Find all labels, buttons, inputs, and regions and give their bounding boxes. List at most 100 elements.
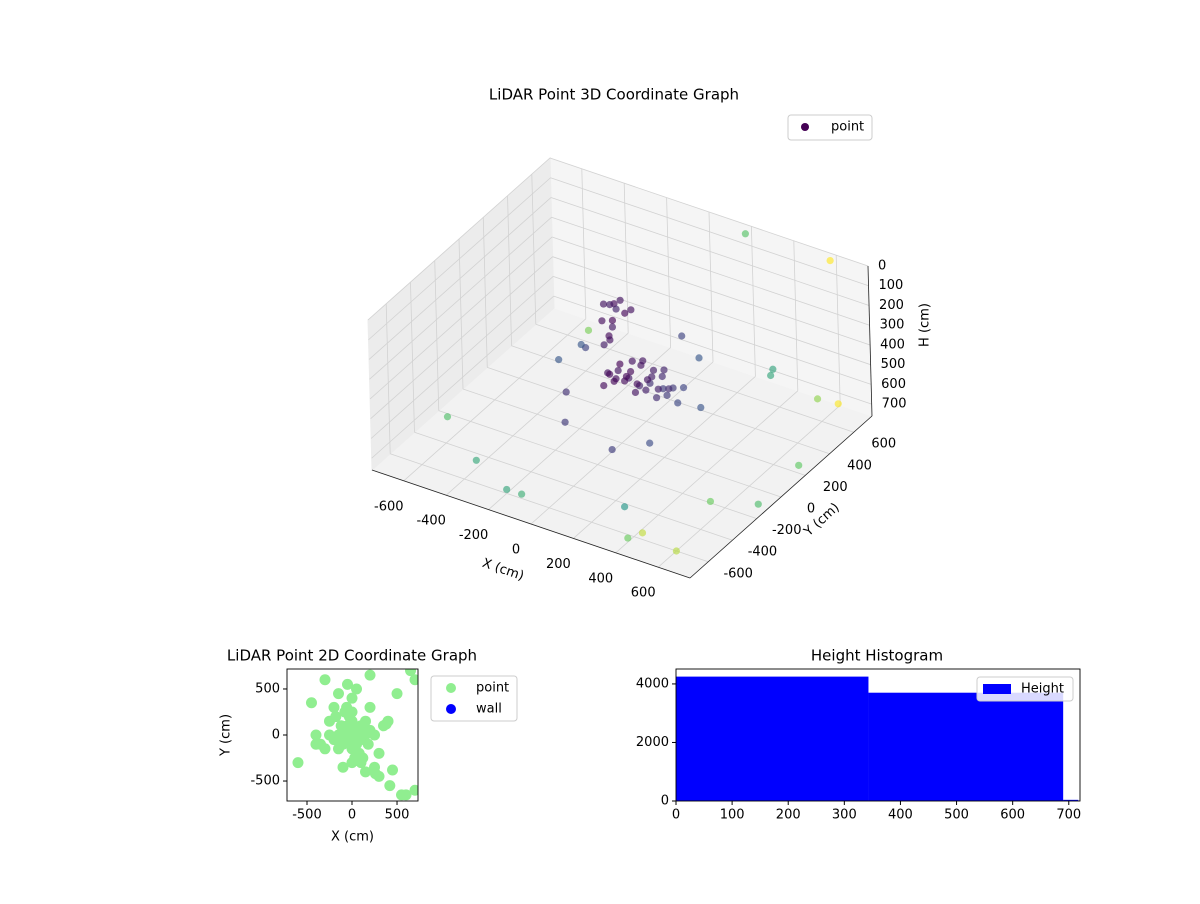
grid-line (793, 240, 799, 391)
point (364, 701, 376, 713)
point (608, 323, 617, 331)
grid-line (370, 256, 553, 419)
bar (1063, 799, 1079, 801)
point (332, 688, 344, 700)
grid-line (751, 226, 756, 377)
grid-line (623, 183, 629, 334)
point (360, 715, 372, 727)
point (373, 747, 385, 759)
grid-line (535, 323, 854, 433)
point (627, 306, 635, 314)
point (351, 683, 363, 695)
point (503, 485, 511, 494)
point (319, 674, 331, 686)
x-axis-label: X (cm) (331, 830, 374, 845)
point (332, 743, 344, 755)
grid-line (390, 453, 709, 563)
grid-line (553, 276, 872, 385)
grid-line (550, 197, 870, 306)
legend-marker (446, 704, 456, 714)
point (834, 400, 842, 408)
point (409, 784, 418, 796)
y-tick-label: 0 (661, 794, 669, 809)
x-tick-label: 200 (546, 557, 571, 572)
bar (868, 692, 1064, 801)
x-tick-label: -600 (374, 499, 404, 514)
point (631, 388, 640, 397)
grid-line (511, 345, 830, 455)
bar (676, 676, 869, 801)
point (679, 384, 688, 392)
point (577, 340, 585, 349)
point (612, 305, 620, 313)
point (409, 674, 418, 686)
point (391, 688, 403, 700)
x-tick-label: 400 (888, 808, 913, 823)
grid-line (434, 260, 440, 411)
point (518, 490, 526, 498)
point (355, 757, 367, 769)
point (335, 720, 347, 732)
x-tick-label: 500 (944, 808, 969, 823)
grid-line (369, 236, 553, 400)
axis-line (689, 415, 873, 579)
grid-line (553, 295, 872, 405)
grid-line (414, 431, 733, 541)
point (400, 789, 412, 801)
y-tick-label: 500 (255, 681, 280, 696)
point (678, 332, 686, 340)
point (660, 366, 668, 374)
y-tick-label: 200 (823, 480, 848, 495)
y-tick-label: -400 (748, 545, 778, 560)
grid-line (369, 216, 552, 380)
point (341, 701, 353, 713)
y-tick-label: 4000 (636, 676, 669, 691)
x-tick-label: 300 (832, 808, 857, 823)
z-tick-label: 400 (880, 337, 905, 352)
point (706, 497, 715, 506)
point (561, 418, 569, 426)
point (627, 368, 635, 376)
grid-line (581, 168, 587, 319)
y-tick-label: 400 (847, 458, 872, 473)
grid-line (438, 410, 757, 519)
point (754, 500, 762, 508)
x-tick-label: -400 (416, 514, 446, 529)
z-tick-label: 200 (879, 298, 904, 313)
x-tick-label: 400 (588, 571, 613, 586)
point (621, 309, 629, 317)
legend-label: point (476, 681, 509, 696)
point (606, 301, 614, 309)
axis-line (867, 265, 873, 417)
point (360, 766, 372, 778)
grid-line (487, 367, 806, 476)
point (405, 669, 417, 677)
point (813, 395, 822, 403)
point (364, 669, 376, 681)
point (380, 718, 392, 730)
axes-frame (675, 668, 1081, 802)
grid-line (367, 157, 551, 321)
point (646, 439, 654, 447)
grid-line (385, 303, 391, 454)
point (555, 356, 563, 364)
point (622, 372, 631, 381)
point (351, 747, 363, 759)
point (642, 386, 650, 394)
point (310, 729, 322, 741)
point (387, 764, 399, 776)
point (369, 729, 381, 741)
point (795, 461, 803, 469)
point (614, 366, 622, 375)
point (346, 757, 358, 769)
point (562, 388, 570, 396)
legend-box (976, 676, 1074, 702)
y-tick-label: -500 (250, 774, 280, 789)
point (638, 529, 647, 537)
x-tick-label: 0 (672, 808, 680, 823)
axis-line (371, 469, 691, 579)
z-tick-label: 600 (881, 377, 906, 392)
point (663, 391, 671, 399)
grid-line (410, 282, 415, 433)
point (616, 360, 624, 368)
